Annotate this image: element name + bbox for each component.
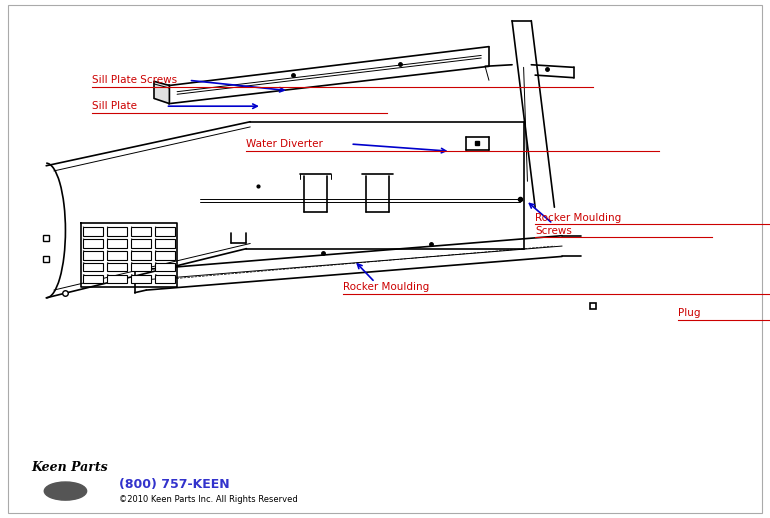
Bar <box>131 227 151 236</box>
Text: Screws: Screws <box>535 225 572 236</box>
Text: Keen Parts: Keen Parts <box>31 462 108 474</box>
Bar <box>83 251 102 260</box>
Bar <box>83 227 102 236</box>
Text: Rocker Moulding: Rocker Moulding <box>343 282 429 293</box>
Bar <box>156 239 175 248</box>
Ellipse shape <box>45 482 86 500</box>
Text: Water Diverter: Water Diverter <box>246 139 323 149</box>
Text: ©2010 Keen Parts Inc. All Rights Reserved: ©2010 Keen Parts Inc. All Rights Reserve… <box>119 495 298 505</box>
Text: Plug: Plug <box>678 308 700 319</box>
Text: Rocker Moulding: Rocker Moulding <box>535 212 621 223</box>
Text: Sill Plate: Sill Plate <box>92 101 137 111</box>
Bar <box>156 263 175 271</box>
Bar <box>131 251 151 260</box>
Bar <box>131 263 151 271</box>
Text: (800) 757-KEEN: (800) 757-KEEN <box>119 479 230 492</box>
Text: Sill Plate Screws: Sill Plate Screws <box>92 75 178 85</box>
Bar <box>83 275 102 283</box>
Polygon shape <box>154 81 169 104</box>
Bar <box>83 239 102 248</box>
Bar <box>131 275 151 283</box>
Bar <box>131 239 151 248</box>
Bar <box>156 251 175 260</box>
Bar <box>107 263 126 271</box>
Bar <box>156 275 175 283</box>
Bar <box>83 263 102 271</box>
Bar <box>107 275 126 283</box>
Bar <box>107 251 126 260</box>
Bar <box>107 239 126 248</box>
Bar <box>156 227 175 236</box>
Bar <box>107 227 126 236</box>
